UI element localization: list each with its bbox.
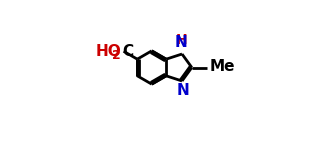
Text: Me: Me xyxy=(210,59,235,74)
Text: N: N xyxy=(175,35,188,50)
Text: N: N xyxy=(177,83,189,98)
Text: 2: 2 xyxy=(112,49,121,62)
Text: HO: HO xyxy=(95,44,121,59)
Text: H: H xyxy=(175,32,187,47)
Text: C: C xyxy=(122,44,133,59)
